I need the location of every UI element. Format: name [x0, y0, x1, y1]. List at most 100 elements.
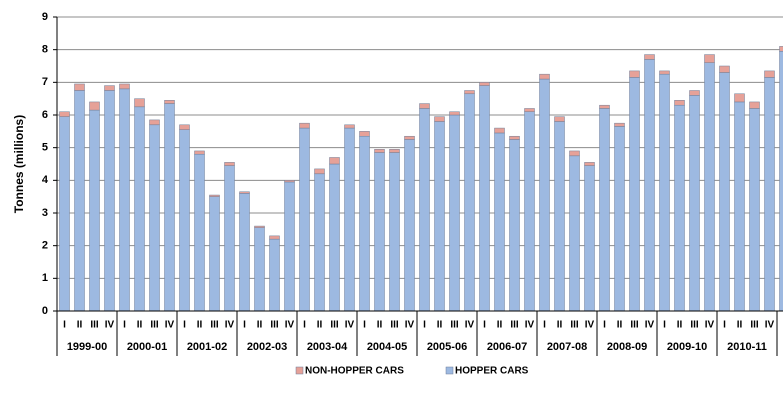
- bar-segment: [584, 162, 595, 166]
- bar-segment: [329, 163, 340, 312]
- x-tick-label: I: [603, 320, 606, 331]
- bar-segment: [674, 104, 685, 312]
- bar-segment: [164, 103, 175, 312]
- x-tick-label: III: [510, 320, 519, 331]
- bar-segment: [479, 85, 490, 312]
- x-tick-label: I: [303, 320, 306, 331]
- bar-segment: [704, 62, 715, 312]
- group-label: 2006-07: [487, 341, 527, 353]
- y-tick-label: 4: [42, 174, 49, 186]
- y-axis-label: Tonnes (millions): [12, 115, 26, 213]
- x-tick-label: I: [543, 320, 546, 331]
- bar-segment: [479, 82, 490, 86]
- bar-segment: [404, 135, 415, 140]
- bar-segment: [389, 152, 400, 312]
- x-tick-label: III: [750, 320, 759, 331]
- bar-segment: [269, 235, 280, 240]
- bar-segment: [134, 98, 145, 108]
- bar-segment: [494, 127, 505, 134]
- bar-segment: [644, 59, 655, 312]
- bar-segment: [614, 126, 625, 312]
- x-tick-label: I: [63, 320, 66, 331]
- bar-segment: [374, 152, 385, 312]
- bar-segment: [224, 165, 235, 312]
- bar-segment: [689, 95, 700, 312]
- group-label: 2008-09: [607, 341, 647, 353]
- bar-segment: [404, 139, 415, 312]
- bar-segment: [524, 108, 535, 112]
- bar-segment: [284, 181, 295, 312]
- legend-label: NON-HOPPER CARS: [305, 366, 404, 377]
- x-tick-label: II: [617, 320, 623, 331]
- bar-segment: [374, 149, 385, 153]
- bar-segment: [569, 150, 580, 157]
- bar-segment: [74, 83, 85, 91]
- x-tick-label: II: [557, 320, 563, 331]
- y-tick-label: 8: [42, 44, 48, 56]
- bar-segment: [209, 194, 220, 197]
- x-tick-label: III: [390, 320, 399, 331]
- x-tick-label: IV: [345, 320, 355, 331]
- legend-swatch: [295, 366, 304, 375]
- bar-segment: [614, 122, 625, 127]
- x-tick-label: IV: [585, 320, 595, 331]
- x-tick-label: II: [197, 320, 203, 331]
- bar-segment: [509, 135, 520, 140]
- bar-segment: [224, 162, 235, 166]
- bar-segment: [299, 127, 310, 312]
- bar-segment: [764, 77, 775, 312]
- x-tick-label: III: [570, 320, 579, 331]
- bar-segment: [254, 227, 265, 312]
- bar-segment: [284, 180, 295, 183]
- bar-segment: [194, 150, 205, 155]
- x-tick-label: I: [243, 320, 246, 331]
- x-tick-label: IV: [465, 320, 475, 331]
- bar-segment: [419, 108, 430, 312]
- bar-segment: [644, 54, 655, 60]
- bar-segment: [74, 90, 85, 312]
- group-label: 2007-08: [547, 341, 587, 353]
- bar-segment: [239, 193, 250, 312]
- bar-segment: [749, 108, 760, 312]
- y-tick-label: 0: [42, 305, 48, 317]
- bar-segment: [89, 101, 100, 111]
- bar-segment: [539, 78, 550, 312]
- x-tick-label: IV: [645, 320, 655, 331]
- bar-segment: [134, 106, 145, 312]
- group-label: 2001-02: [187, 341, 227, 353]
- x-tick-label: I: [663, 320, 666, 331]
- bar-segment: [164, 100, 175, 104]
- bar-segment: [569, 155, 580, 312]
- legend-swatch: [445, 366, 454, 375]
- bar-segment: [599, 104, 610, 109]
- bar-segment: [344, 124, 355, 129]
- x-tick-label: II: [677, 320, 683, 331]
- y-tick-label: 2: [42, 240, 48, 252]
- bar-segment: [299, 122, 310, 129]
- bar-segment: [659, 73, 670, 312]
- bar-segment: [434, 121, 445, 312]
- group-label: 1999-00: [67, 341, 107, 353]
- x-tick-label: I: [183, 320, 186, 331]
- y-tick-label: 9: [42, 11, 48, 23]
- bar-segment: [329, 157, 340, 165]
- x-tick-label: I: [483, 320, 486, 331]
- x-tick-label: II: [497, 320, 503, 331]
- bar-segment: [584, 165, 595, 312]
- x-tick-label: III: [690, 320, 699, 331]
- x-tick-label: IV: [165, 320, 175, 331]
- bar-segment: [464, 90, 475, 95]
- bar-segment: [554, 121, 565, 312]
- bar-segment: [149, 119, 160, 126]
- bar-segment: [179, 124, 190, 130]
- bar-segment: [719, 72, 730, 312]
- x-tick-label: II: [377, 320, 383, 331]
- bar-segment: [629, 70, 640, 78]
- x-tick-label: I: [363, 320, 366, 331]
- x-tick-label: IV: [705, 320, 715, 331]
- bar-segment: [59, 111, 70, 117]
- group-label: 2009-10: [667, 341, 707, 353]
- x-tick-label: I: [723, 320, 726, 331]
- bar-segment: [434, 116, 445, 122]
- y-tick-label: 3: [42, 207, 48, 219]
